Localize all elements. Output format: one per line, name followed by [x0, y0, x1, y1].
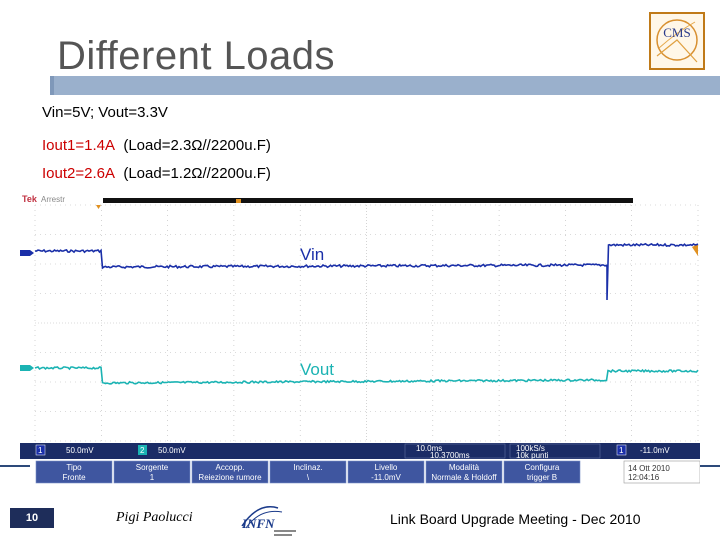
record-bar: [103, 198, 633, 203]
trigger-position-icon: [96, 205, 101, 209]
timebase: 10.0ms: [416, 444, 442, 453]
vout-label: Vout: [300, 360, 334, 379]
title-bar-accent: [50, 76, 54, 95]
ch1-marker-icon: [20, 250, 34, 256]
infn-logo-text: INFN: [241, 516, 275, 531]
trigger-level-icon: [692, 244, 698, 256]
scope-menu-label: Modalità: [449, 463, 480, 472]
scope-menu-value: trigger B: [527, 473, 557, 482]
cms-logo-text: CMS: [663, 25, 690, 40]
slide-title: Different Loads: [57, 34, 336, 78]
scope-menu-label: Configura: [525, 463, 560, 472]
vin-label: Vin: [300, 245, 324, 264]
sample-rate: 100kS/s: [516, 444, 545, 453]
meeting-title: Link Board Upgrade Meeting - Dec 2010: [390, 511, 641, 527]
iout1-value: Iout1=1.4A: [42, 137, 115, 154]
scope-menu-label: Sorgente: [136, 463, 169, 472]
ch2-marker-icon: [20, 365, 34, 371]
scope-menu-value: Reiezione rumore: [198, 473, 262, 482]
scope-time: 12:04:16: [628, 473, 660, 482]
line-voltages: Vin=5V; Vout=3.3V: [42, 104, 168, 121]
scope-menu-button[interactable]: Livello-11.0mV: [347, 460, 425, 484]
footer-line-left: [0, 465, 30, 467]
scope-date: 14 Ott 2010: [628, 464, 670, 473]
scope-menu-value: Normale & Holdoff: [431, 473, 497, 482]
scope-menu-label: Livello: [375, 463, 398, 472]
scope-menu-value: Fronte: [62, 473, 86, 482]
infn-logo-icon: INFN: [241, 506, 296, 536]
page-number: 10: [10, 508, 54, 528]
scope-brand: Tek: [22, 194, 38, 204]
trigger-marker-top: [236, 199, 241, 203]
vin-trace: [34, 242, 699, 301]
vout-trace: [34, 366, 699, 385]
iout2-load: (Load=1.2Ω//2200u.F): [123, 165, 271, 182]
scope-menu-label: Accopp.: [216, 463, 245, 472]
title-bar: [50, 76, 720, 95]
scope-menu-value: \: [307, 473, 310, 482]
scope-menu-label: Tipo: [66, 463, 82, 472]
author-name: Pigi Paolucci: [116, 510, 193, 525]
iout2-value: Iout2=2.6A: [42, 165, 115, 182]
scope-menu-value: 1: [150, 473, 155, 482]
cms-logo-icon: CMS: [649, 12, 705, 70]
line-iout1: Iout1=1.4A (Load=2.3Ω//2200u.F): [42, 137, 271, 154]
scope-status: Arrestr: [41, 195, 65, 204]
iout1-load: (Load=2.3Ω//2200u.F): [123, 137, 271, 154]
ch2-scale: 50.0mV: [158, 446, 186, 455]
scope-menu-value: -11.0mV: [371, 473, 401, 482]
scope-grid: [34, 204, 699, 442]
scope-menu-button[interactable]: Accopp.Reiezione rumore: [191, 460, 269, 484]
trigger-readout: -11.0mV: [640, 446, 670, 455]
line-iout2: Iout2=2.6A (Load=1.2Ω//2200u.F): [42, 165, 271, 182]
footer-line-right: [700, 465, 720, 467]
record-points: 10k punti: [516, 451, 549, 460]
svg-text:1: 1: [619, 446, 624, 455]
svg-text:1: 1: [38, 446, 43, 455]
delay: 10.3700ms: [430, 451, 470, 460]
ch1-scale: 50.0mV: [66, 446, 94, 455]
scope-menu-button[interactable]: Inclinaz.\: [269, 460, 347, 484]
svg-text:2: 2: [140, 446, 145, 455]
oscilloscope-screenshot: Tek Arrestr Vin Vout 1 50.0mV 2 50.0mV 1…: [20, 193, 700, 485]
scope-menu-label: Inclinaz.: [293, 463, 322, 472]
